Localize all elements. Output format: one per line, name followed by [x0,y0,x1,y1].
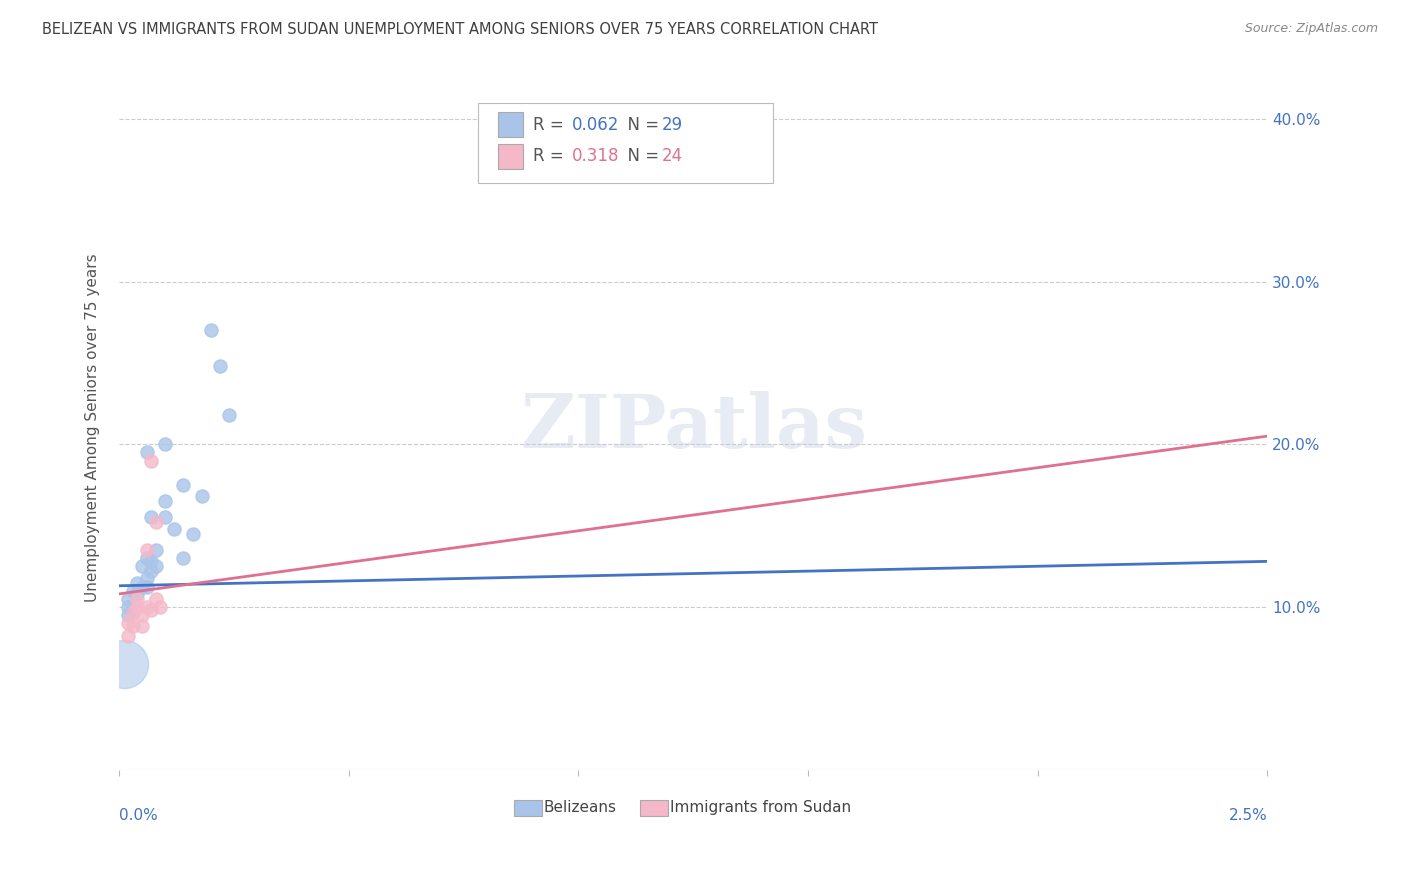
Point [149,599,172,614]
Point [127,591,149,606]
Point [117,591,139,606]
Point [135,571,157,585]
Point [153,510,176,524]
Point [117,629,139,643]
Point [141,453,163,467]
Point [163,522,186,536]
Text: Belizeans: Belizeans [544,799,617,814]
Point [117,616,139,631]
Point [121,583,143,598]
Point [145,543,167,558]
Point [190,489,212,503]
Text: 0.0%: 0.0% [120,808,157,823]
Point [135,445,157,459]
Text: Source: ZipAtlas.com: Source: ZipAtlas.com [1244,22,1378,36]
FancyBboxPatch shape [515,799,541,816]
Text: 2.5%: 2.5% [1229,808,1267,823]
Point [131,581,153,595]
Point [131,619,153,633]
Y-axis label: Unemployment Among Seniors over 75 years: Unemployment Among Seniors over 75 years [86,253,100,602]
Point [112,657,135,671]
Point [121,619,143,633]
Point [209,359,232,373]
Point [127,575,149,590]
Point [135,599,157,614]
FancyBboxPatch shape [640,799,668,816]
Point [145,516,167,530]
Point [131,559,153,574]
Point [145,559,167,574]
Point [131,608,153,623]
Text: ZIPatlas: ZIPatlas [520,392,866,465]
Point [172,478,194,492]
Point [153,437,176,451]
Text: Immigrants from Sudan: Immigrants from Sudan [671,799,852,814]
Point [135,551,157,566]
Text: BELIZEAN VS IMMIGRANTS FROM SUDAN UNEMPLOYMENT AMONG SENIORS OVER 75 YEARS CORRE: BELIZEAN VS IMMIGRANTS FROM SUDAN UNEMPL… [42,22,879,37]
Text: N =: N = [617,116,665,134]
Point [200,323,222,337]
Text: 0.062: 0.062 [572,116,620,134]
Point [218,408,240,422]
Point [117,599,139,614]
Text: 29: 29 [662,116,683,134]
Point [141,603,163,617]
Point [127,599,149,614]
Point [127,587,149,601]
Text: 0.318: 0.318 [572,147,620,165]
Point [135,543,157,558]
Text: R =: R = [533,147,569,165]
Point [141,510,163,524]
Point [141,564,163,578]
Point [117,608,139,623]
Point [135,581,157,595]
Text: 24: 24 [662,147,683,165]
Point [141,554,163,568]
Point [121,607,143,621]
Point [172,551,194,566]
Point [145,591,167,606]
Point [181,526,204,541]
Text: R =: R = [533,116,569,134]
Point [153,494,176,508]
Text: N =: N = [617,147,665,165]
